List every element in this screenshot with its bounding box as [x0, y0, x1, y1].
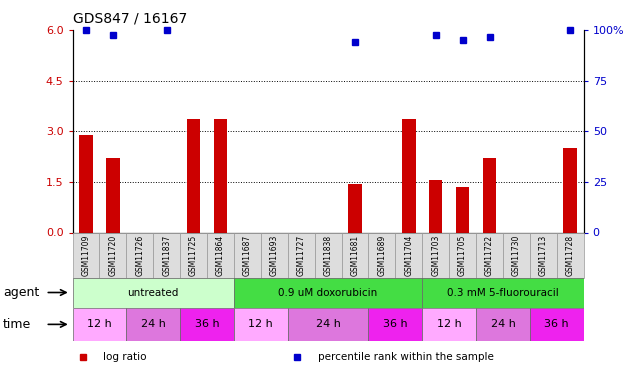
Text: agent: agent: [3, 286, 39, 299]
Text: GSM11704: GSM11704: [404, 234, 413, 276]
Bar: [126, 232, 153, 278]
Text: GSM11720: GSM11720: [109, 234, 117, 276]
Text: GSM11728: GSM11728: [566, 234, 575, 276]
Bar: [153, 232, 180, 278]
Bar: [369, 232, 396, 278]
Bar: [341, 232, 369, 278]
Text: 36 h: 36 h: [195, 320, 220, 329]
Text: GSM11713: GSM11713: [539, 234, 548, 276]
Bar: [80, 135, 93, 232]
Text: 36 h: 36 h: [545, 320, 569, 329]
Bar: [402, 119, 416, 232]
Text: 24 h: 24 h: [141, 320, 166, 329]
Bar: [106, 158, 120, 232]
Text: GSM11705: GSM11705: [458, 234, 467, 276]
Bar: [422, 308, 476, 341]
Bar: [180, 232, 207, 278]
Text: log ratio: log ratio: [103, 352, 147, 362]
Text: GSM11693: GSM11693: [270, 234, 279, 276]
Bar: [234, 278, 422, 308]
Text: time: time: [3, 318, 32, 331]
Text: GSM11681: GSM11681: [351, 234, 360, 276]
Bar: [100, 232, 126, 278]
Bar: [476, 232, 503, 278]
Bar: [207, 232, 234, 278]
Bar: [429, 180, 442, 232]
Text: GSM11689: GSM11689: [377, 234, 386, 276]
Text: GSM11730: GSM11730: [512, 234, 521, 276]
Bar: [348, 184, 362, 232]
Bar: [187, 119, 201, 232]
Bar: [288, 308, 369, 341]
Bar: [396, 232, 422, 278]
Bar: [530, 308, 584, 341]
Text: 0.3 mM 5-fluorouracil: 0.3 mM 5-fluorouracil: [447, 288, 559, 297]
Bar: [483, 158, 496, 232]
Bar: [503, 232, 530, 278]
Bar: [261, 232, 288, 278]
Text: GSM11727: GSM11727: [297, 234, 305, 276]
Bar: [530, 232, 557, 278]
Text: percentile rank within the sample: percentile rank within the sample: [318, 352, 494, 362]
Text: untreated: untreated: [127, 288, 179, 297]
Bar: [288, 232, 315, 278]
Text: GSM11838: GSM11838: [324, 234, 333, 276]
Text: 24 h: 24 h: [316, 320, 341, 329]
Text: GSM11725: GSM11725: [189, 234, 198, 276]
Bar: [234, 308, 288, 341]
Text: GSM11864: GSM11864: [216, 234, 225, 276]
Bar: [234, 232, 261, 278]
Text: GSM11703: GSM11703: [431, 234, 440, 276]
Bar: [73, 278, 234, 308]
Bar: [315, 232, 341, 278]
Text: 12 h: 12 h: [437, 320, 461, 329]
Bar: [557, 232, 584, 278]
Text: GDS847 / 16167: GDS847 / 16167: [73, 11, 187, 25]
Bar: [456, 187, 469, 232]
Bar: [449, 232, 476, 278]
Text: GSM11837: GSM11837: [162, 234, 171, 276]
Bar: [73, 232, 100, 278]
Bar: [369, 308, 422, 341]
Text: 12 h: 12 h: [87, 320, 112, 329]
Bar: [422, 278, 584, 308]
Bar: [422, 232, 449, 278]
Text: GSM11722: GSM11722: [485, 234, 494, 276]
Bar: [180, 308, 234, 341]
Text: GSM11726: GSM11726: [135, 234, 144, 276]
Bar: [214, 119, 227, 232]
Text: 36 h: 36 h: [383, 320, 408, 329]
Text: 12 h: 12 h: [249, 320, 273, 329]
Text: 0.9 uM doxorubicin: 0.9 uM doxorubicin: [278, 288, 378, 297]
Text: GSM11709: GSM11709: [81, 234, 90, 276]
Text: GSM11687: GSM11687: [243, 234, 252, 276]
Bar: [563, 148, 577, 232]
Bar: [126, 308, 180, 341]
Bar: [476, 308, 530, 341]
Bar: [73, 308, 126, 341]
Text: 24 h: 24 h: [490, 320, 516, 329]
